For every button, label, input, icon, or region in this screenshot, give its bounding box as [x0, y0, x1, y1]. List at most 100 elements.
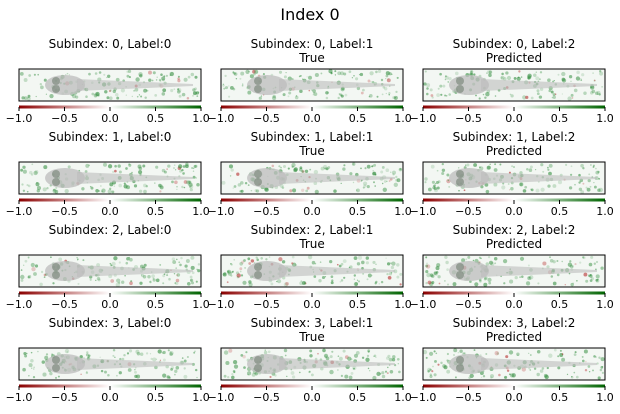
attribution-speck [388, 357, 393, 362]
attribution-speck [387, 366, 389, 369]
attribution-speck [130, 280, 133, 283]
attribution-speck [582, 167, 585, 170]
attribution-speck [299, 166, 303, 170]
attribution-speck [437, 87, 440, 90]
attribution-speck [233, 72, 236, 75]
attribution-speck [190, 255, 195, 260]
attribution-speck [503, 282, 506, 285]
attribution-speck [68, 74, 71, 76]
attribution-speck [392, 173, 395, 176]
attribution-speck [77, 258, 79, 260]
attribution-speck [349, 172, 353, 176]
attribution-speck [51, 353, 54, 356]
attribution-speck [118, 281, 121, 284]
attribution-speck [519, 256, 525, 261]
attribution-speck [314, 189, 319, 194]
fish-eye [254, 356, 262, 364]
attribution-speck [556, 259, 559, 263]
attribution-speck [239, 77, 242, 80]
attribution-speck [422, 349, 428, 355]
colorbar-tick-label: 0.5 [147, 298, 165, 311]
attribution-speck [155, 278, 160, 283]
attribution-speck [248, 282, 253, 287]
attribution-speck [134, 370, 137, 374]
attribution-speck [445, 260, 449, 265]
fish-tail [279, 172, 395, 184]
attribution-speck [380, 280, 384, 284]
attribution-speck [173, 167, 175, 169]
attribution-speck [240, 189, 244, 193]
colorbar-tick-label: 1.0 [192, 391, 210, 404]
attribution-speck [28, 74, 32, 77]
attribution-speck [363, 184, 367, 188]
attribution-speck [453, 354, 455, 356]
attribution-speck [548, 163, 553, 168]
attribution-speck [57, 375, 60, 378]
fish-tail [481, 265, 597, 277]
attribution-speck [194, 75, 198, 79]
attribution-speck [186, 180, 191, 185]
panel-title: Subindex: 2, Label:0 [49, 223, 172, 237]
attribution-speck [521, 367, 526, 372]
attribution-speck [232, 370, 236, 373]
attribution-speck [32, 376, 36, 379]
attribution-speck [356, 262, 361, 266]
attribution-speck [573, 88, 578, 93]
attribution-speck [306, 186, 310, 190]
attribution-speck [325, 356, 330, 361]
attribution-speck [155, 358, 158, 360]
attribution-speck [433, 350, 436, 353]
attribution-speck [488, 260, 494, 265]
attribution-speck [585, 186, 588, 189]
attribution-speck [352, 163, 355, 165]
attribution-speck [398, 167, 403, 172]
attribution-speck [371, 274, 373, 277]
attribution-speck [570, 165, 573, 168]
panel-subtitle: Predicted [486, 330, 542, 344]
attribution-speck [479, 166, 481, 168]
attribution-speck [289, 189, 293, 193]
attribution-speck [20, 168, 24, 172]
attribution-speck [342, 259, 347, 263]
attribution-speck [426, 262, 428, 264]
attribution-speck [388, 91, 391, 95]
attribution-speck [360, 167, 362, 170]
attribution-speck [430, 369, 432, 371]
attribution-speck [399, 168, 402, 171]
attribution-speck [598, 187, 603, 193]
attribution-speck [342, 349, 346, 353]
attribution-speck [441, 162, 444, 166]
colorbar-tick-label: −0.5 [455, 298, 482, 311]
attribution-speck [595, 278, 599, 282]
attribution-speck [247, 257, 251, 261]
fish-eye [456, 364, 464, 372]
attribution-speck [444, 78, 447, 81]
attribution-speck [308, 75, 312, 80]
attribution-speck [367, 350, 370, 353]
attribution-speck [167, 164, 171, 168]
attribution-speck [131, 171, 133, 174]
attribution-speck [175, 366, 180, 370]
attribution-speck [232, 71, 235, 73]
attribution-speck [192, 175, 196, 179]
attribution-speck [196, 182, 200, 187]
attribution-speck [162, 350, 166, 355]
attribution-speck [162, 358, 166, 362]
attribution-speck [372, 171, 377, 176]
attribution-speck [159, 190, 162, 193]
attribution-speck [528, 277, 530, 279]
panel-title: Subindex: 1, Label:0 [49, 130, 172, 144]
attribution-speck [181, 168, 184, 172]
attribution-speck [506, 369, 510, 372]
attribution-speck [344, 93, 348, 97]
attribution-speck [222, 272, 227, 277]
attribution-speck [529, 369, 532, 371]
attribution-speck [44, 355, 49, 360]
panel-title: Subindex: 0, Label:1 [251, 37, 374, 51]
attribution-speck [176, 258, 178, 261]
attribution-speck [518, 70, 521, 73]
attribution-speck [442, 84, 446, 88]
attribution-speck [237, 183, 242, 187]
attribution-speck [160, 73, 163, 76]
